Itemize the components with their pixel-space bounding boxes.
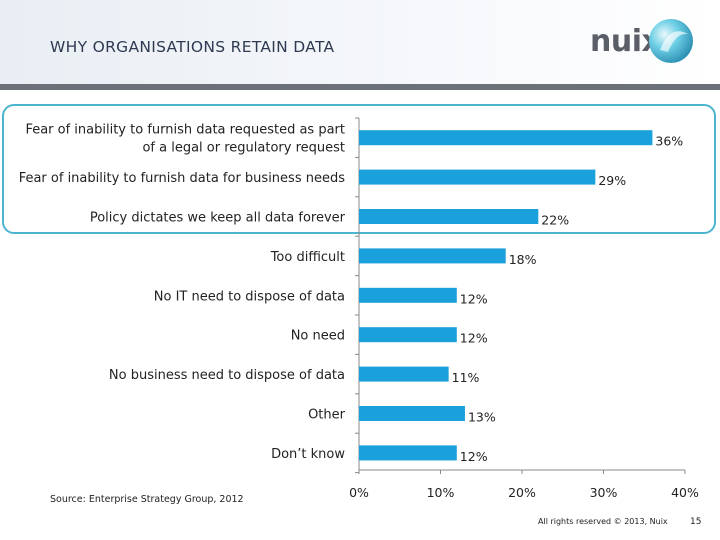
x-tick-label: 10% [427, 485, 455, 500]
x-tick-label: 40% [671, 485, 699, 500]
category-label: Policy dictates we keep all data forever [90, 211, 346, 226]
footer-copyright: All rights reserved © 2013, Nuix [538, 517, 668, 526]
category-label: No IT need to dispose of data [154, 289, 345, 304]
bar [359, 366, 449, 382]
category-label: Don’t know [271, 447, 345, 462]
x-tick-label: 30% [590, 485, 618, 500]
value-label: 36% [655, 134, 683, 149]
page-number: 15 [690, 517, 702, 527]
x-tick-label: 20% [508, 485, 536, 500]
logo-sphere-icon [649, 19, 693, 63]
category-label: Too difficult [270, 250, 345, 265]
category-label: Fear of inability to furnish data reques… [25, 123, 345, 138]
value-label: 22% [541, 213, 569, 228]
bar [359, 169, 596, 185]
value-label: 12% [460, 449, 488, 464]
value-label: 12% [460, 331, 488, 346]
x-tick-label: 0% [349, 485, 369, 500]
bar [359, 287, 457, 303]
value-label: 12% [460, 291, 488, 306]
bar [359, 130, 653, 146]
bar [359, 248, 506, 264]
category-label: of a legal or regulatory request [142, 141, 345, 156]
source-note: Source: Enterprise Strategy Group, 2012 [50, 494, 244, 505]
value-label: 18% [509, 252, 537, 267]
value-label: 11% [452, 370, 480, 385]
category-label: Fear of inability to furnish data for bu… [19, 171, 346, 186]
header-divider [0, 84, 720, 90]
value-label: 13% [468, 410, 496, 425]
bar [359, 445, 457, 461]
bar [359, 327, 457, 343]
bar [359, 209, 539, 224]
bar [359, 406, 465, 421]
slide-header: WHY ORGANISATIONS RETAIN DATA nuix [0, 0, 720, 84]
category-label: No need [291, 329, 345, 344]
value-label: 29% [598, 173, 626, 188]
slide-title: WHY ORGANISATIONS RETAIN DATA [50, 38, 335, 56]
category-label: Other [308, 408, 346, 423]
category-label: No business need to dispose of data [109, 368, 345, 383]
nuix-logo: nuix [586, 14, 698, 70]
